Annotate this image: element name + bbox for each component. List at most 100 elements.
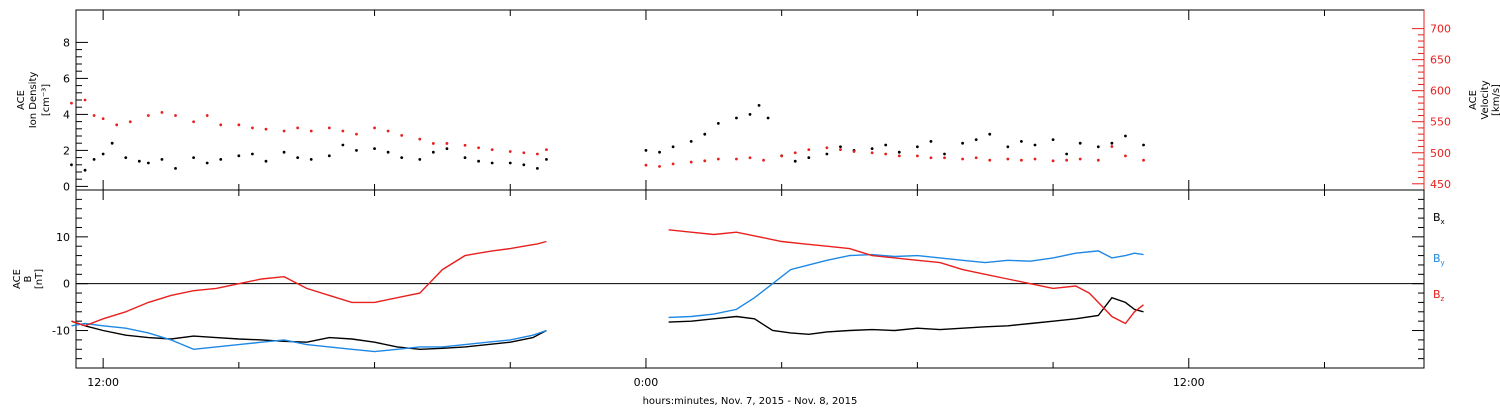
data-point: [839, 145, 842, 149]
ion-density-axis: 0 2 4 6 8: [63, 36, 88, 193]
magnetic-field-ylabel-line1: ACE: [12, 269, 23, 289]
ion-density-velocity-panel: 0 2 4 6 8 450 500 550 600 650 700 ACE Ion Density…: [16, 9, 1500, 193]
magnetic-field-right-axis: [1412, 189, 1424, 369]
data-point: [251, 152, 254, 156]
data-point: [386, 150, 390, 154]
data-point: [535, 152, 539, 156]
data-point: [897, 154, 901, 158]
data-point: [1065, 158, 1069, 162]
time-axis-labels: 12:00 0:00 12:00: [87, 376, 1204, 389]
data-point: [251, 126, 254, 130]
velocity-tick-label: 700: [1430, 23, 1451, 36]
data-point: [735, 157, 738, 161]
data-point: [943, 156, 946, 160]
series-segment: [71, 320, 547, 351]
data-point: [671, 145, 675, 149]
data-point: [174, 167, 177, 170]
ion-density-tick-label: 0: [63, 180, 70, 193]
data-point: [644, 149, 648, 152]
velocity-ylabel-line2: Velocity: [1480, 80, 1491, 119]
velocity-axis: 450 500 550 600 650 700: [1412, 10, 1451, 191]
data-point: [735, 116, 738, 120]
data-point: [793, 159, 797, 163]
x-axis-title: hours:minutes, Nov. 7, 2015 - Nov. 8, 20…: [643, 396, 858, 407]
data-point: [110, 141, 114, 145]
data-point: [943, 152, 946, 156]
series-segment: [71, 240, 547, 327]
velocity-ylabel-line1: ACE: [1468, 90, 1479, 110]
data-point: [897, 150, 901, 154]
velocity-tick-label: 500: [1430, 147, 1451, 160]
series-segment: [668, 250, 1144, 319]
data-point: [445, 142, 449, 145]
data-point: [1006, 157, 1010, 161]
data-point: [766, 116, 770, 120]
data-point: [1096, 145, 1100, 149]
data-point: [463, 143, 467, 147]
data-point: [237, 154, 241, 158]
series-segment: [668, 296, 1144, 336]
data-point: [689, 140, 693, 143]
data-point: [929, 156, 933, 160]
ion-density-ylabel-line1: ACE: [16, 90, 27, 110]
data-point: [237, 123, 241, 127]
data-point: [1006, 145, 1010, 149]
panel2-series: [71, 229, 1144, 353]
data-point: [373, 147, 376, 151]
data-point: [1124, 154, 1127, 158]
series-segment: [71, 322, 547, 353]
series-ion-density: [70, 104, 1145, 172]
data-point: [418, 158, 422, 161]
data-point: [644, 163, 648, 167]
ion-density-ylabel-line2: Ion Density: [28, 72, 39, 129]
data-point: [508, 161, 512, 165]
data-point: [1051, 138, 1055, 142]
data-point: [545, 148, 548, 152]
data-point: [205, 161, 209, 165]
data-point: [282, 129, 286, 133]
data-point: [780, 154, 784, 158]
panel1-time-ticks: [102, 10, 1325, 190]
series-velocity: [70, 98, 1145, 168]
series-bz: [71, 229, 1144, 327]
data-point: [1033, 157, 1037, 161]
data-point: [327, 126, 331, 130]
data-point: [477, 159, 480, 163]
magnetic-field-legend: Bx By Bz: [1433, 211, 1445, 303]
data-point: [192, 156, 196, 160]
data-point: [1033, 143, 1037, 147]
data-point: [219, 158, 223, 161]
data-point: [1110, 141, 1114, 145]
ion-density-ylabel-unit: [cm⁻³]: [41, 84, 52, 116]
data-point: [101, 152, 105, 156]
data-point: [1020, 158, 1023, 162]
data-point: [884, 152, 888, 156]
ion-density-tick-label: 4: [63, 108, 70, 121]
legend-entry-bx: Bx: [1433, 211, 1445, 226]
magnetic-field-panel: -10 0 10 Bx By Bz ACE B [nT]: [12, 189, 1445, 369]
data-point: [974, 138, 978, 142]
data-point: [522, 163, 526, 167]
data-point: [83, 98, 87, 102]
data-point: [535, 167, 539, 170]
data-point: [671, 162, 675, 166]
ion-density-tick-label: 8: [63, 36, 70, 49]
data-point: [961, 157, 965, 161]
data-point: [174, 114, 177, 117]
data-point: [1110, 145, 1114, 148]
data-point: [757, 104, 761, 107]
data-point: [748, 156, 752, 160]
data-point: [839, 148, 842, 152]
data-point: [1051, 159, 1055, 163]
data-point: [296, 156, 300, 160]
data-point: [658, 150, 661, 154]
data-point: [793, 151, 797, 155]
data-point: [124, 156, 128, 160]
data-point: [431, 150, 435, 154]
data-point: [762, 158, 765, 162]
velocity-tick-label: 450: [1430, 178, 1451, 191]
panel2-time-ticks: [102, 190, 1325, 368]
data-point: [689, 160, 693, 164]
velocity-tick-label: 600: [1430, 85, 1451, 98]
data-point: [915, 145, 919, 149]
